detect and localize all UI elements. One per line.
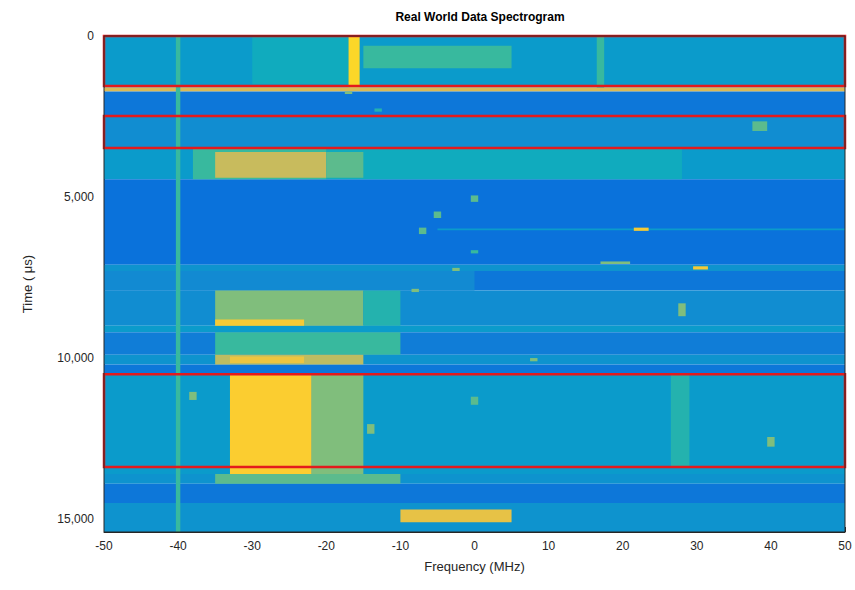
svg-text:Real World Data Spectrogram: Real World Data Spectrogram: [395, 10, 564, 24]
svg-text:10: 10: [542, 539, 556, 553]
svg-text:-30: -30: [244, 539, 262, 553]
svg-text:5,000: 5,000: [64, 190, 94, 204]
svg-text:-10: -10: [392, 539, 410, 553]
svg-text:Frequency (MHz): Frequency (MHz): [424, 559, 524, 574]
svg-text:30: 30: [690, 539, 704, 553]
svg-text:-40: -40: [169, 539, 187, 553]
svg-text:0: 0: [471, 539, 478, 553]
svg-text:50: 50: [838, 539, 852, 553]
svg-text:20: 20: [616, 539, 630, 553]
svg-text:10,000: 10,000: [57, 351, 94, 365]
svg-text:0: 0: [87, 29, 94, 43]
svg-text:Time ( μs): Time ( μs): [20, 255, 35, 313]
svg-text:15,000: 15,000: [57, 512, 94, 526]
svg-text:-50: -50: [95, 539, 113, 553]
svg-text:-20: -20: [318, 539, 336, 553]
svg-text:40: 40: [764, 539, 778, 553]
